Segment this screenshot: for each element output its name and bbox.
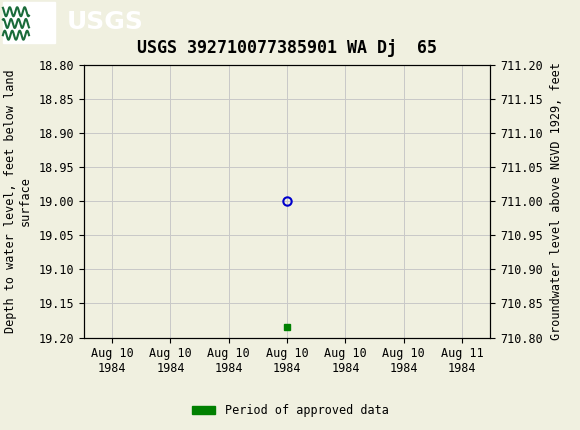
Title: USGS 392710077385901 WA Dj  65: USGS 392710077385901 WA Dj 65 [137,40,437,57]
Y-axis label: Depth to water level, feet below land
surface: Depth to water level, feet below land su… [4,69,32,333]
FancyBboxPatch shape [3,2,55,43]
Legend: Period of approved data: Period of approved data [187,399,393,422]
Y-axis label: Groundwater level above NGVD 1929, feet: Groundwater level above NGVD 1929, feet [549,62,563,340]
Text: USGS: USGS [67,9,144,34]
